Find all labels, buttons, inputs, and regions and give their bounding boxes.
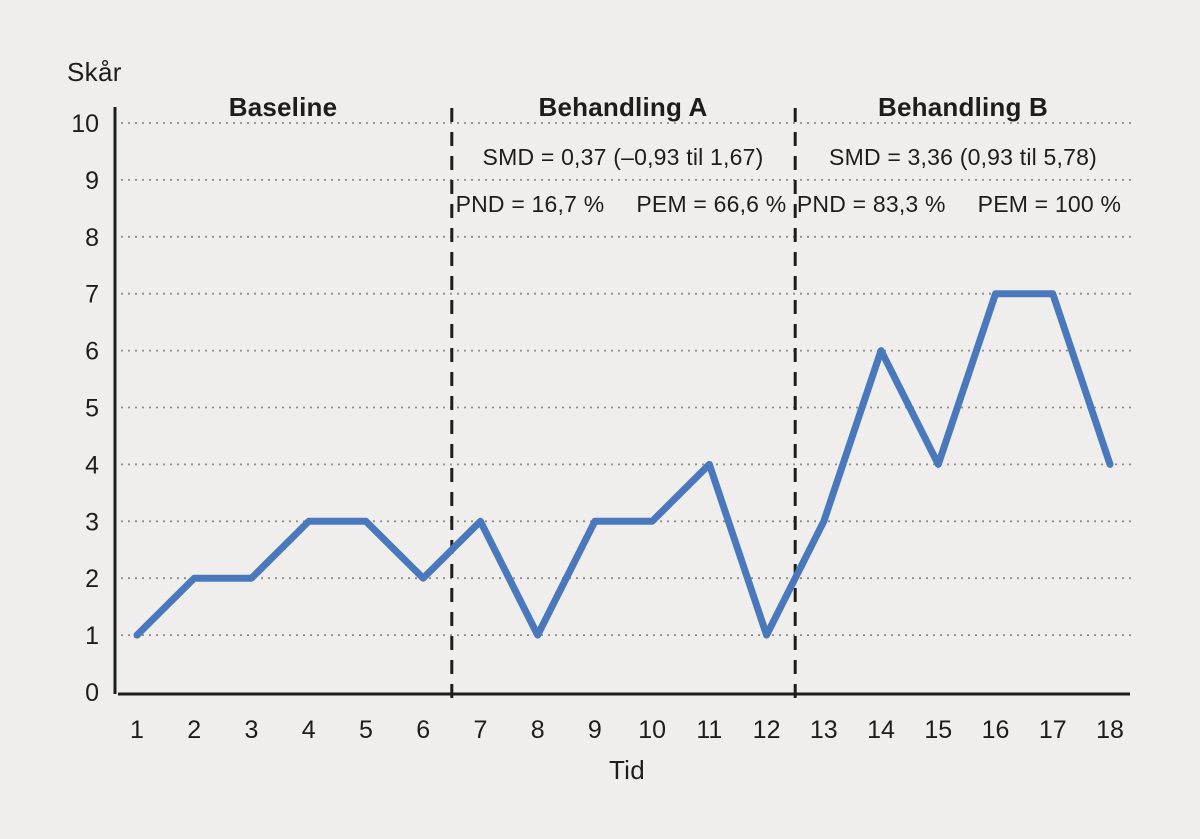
x-tick-label-7: 7: [473, 716, 487, 744]
y-tick-label-0: 0: [85, 679, 99, 707]
behandling-a-stats-annotation: PND = 16,7 % PEM = 66,6 %: [456, 191, 787, 218]
x-tick-label-5: 5: [359, 716, 373, 744]
y-axis-title: Skår: [67, 57, 122, 87]
x-axis-title: Tid: [608, 755, 646, 785]
y-tick-label-4: 4: [85, 451, 99, 479]
x-tick-label-14: 14: [867, 716, 895, 744]
y-tick-label-7: 7: [85, 281, 99, 309]
x-tick-label-18: 18: [1096, 716, 1124, 744]
y-tick-label-8: 8: [85, 224, 99, 252]
phase-title-behandling-b: Behandling B: [878, 92, 1048, 122]
phase-title-baseline: Baseline: [228, 92, 338, 122]
x-tick-label-10: 10: [638, 716, 666, 744]
x-tick-label-1: 1: [130, 716, 144, 744]
y-tick-label-6: 6: [85, 338, 99, 366]
behandling-b-pem-value: PEM = 100 %: [977, 191, 1122, 217]
y-tick-label-2: 2: [85, 565, 99, 593]
x-tick-label-2: 2: [187, 716, 201, 744]
behandling-a-pnd-value: PND = 16,7 %: [455, 191, 605, 217]
behandling-a-smd-annotation: SMD = 0,37 (–0,93 til 1,67): [482, 144, 764, 170]
y-tick-label-1: 1: [85, 622, 99, 650]
x-tick-label-15: 15: [924, 716, 952, 744]
y-tick-label-5: 5: [85, 395, 99, 423]
behandling-b-stats-annotation: PND = 83,3 % PEM = 100 %: [797, 191, 1121, 218]
y-tick-label-9: 9: [85, 167, 99, 195]
behandling-b-smd-annotation: SMD = 3,36 (0,93 til 5,78): [829, 144, 1097, 170]
x-tick-label-8: 8: [531, 716, 545, 744]
x-tick-label-6: 6: [416, 716, 430, 744]
x-tick-label-12: 12: [753, 716, 781, 744]
x-tick-label-13: 13: [810, 716, 838, 744]
score-line: [133, 290, 1114, 639]
x-tick-label-17: 17: [1039, 716, 1067, 744]
x-tick-label-16: 16: [982, 716, 1010, 744]
behandling-b-pnd-value: PND = 83,3 %: [796, 191, 946, 217]
x-tick-label-11: 11: [696, 716, 722, 744]
y-tick-label-10: 10: [71, 110, 99, 138]
behandling-a-pem-value: PEM = 66,6 %: [636, 191, 787, 217]
x-tick-label-4: 4: [302, 716, 316, 744]
phase-title-behandling-a: Behandling A: [538, 92, 708, 122]
y-tick-label-3: 3: [85, 508, 99, 536]
x-tick-label-9: 9: [588, 716, 602, 744]
x-tick-label-3: 3: [245, 716, 259, 744]
